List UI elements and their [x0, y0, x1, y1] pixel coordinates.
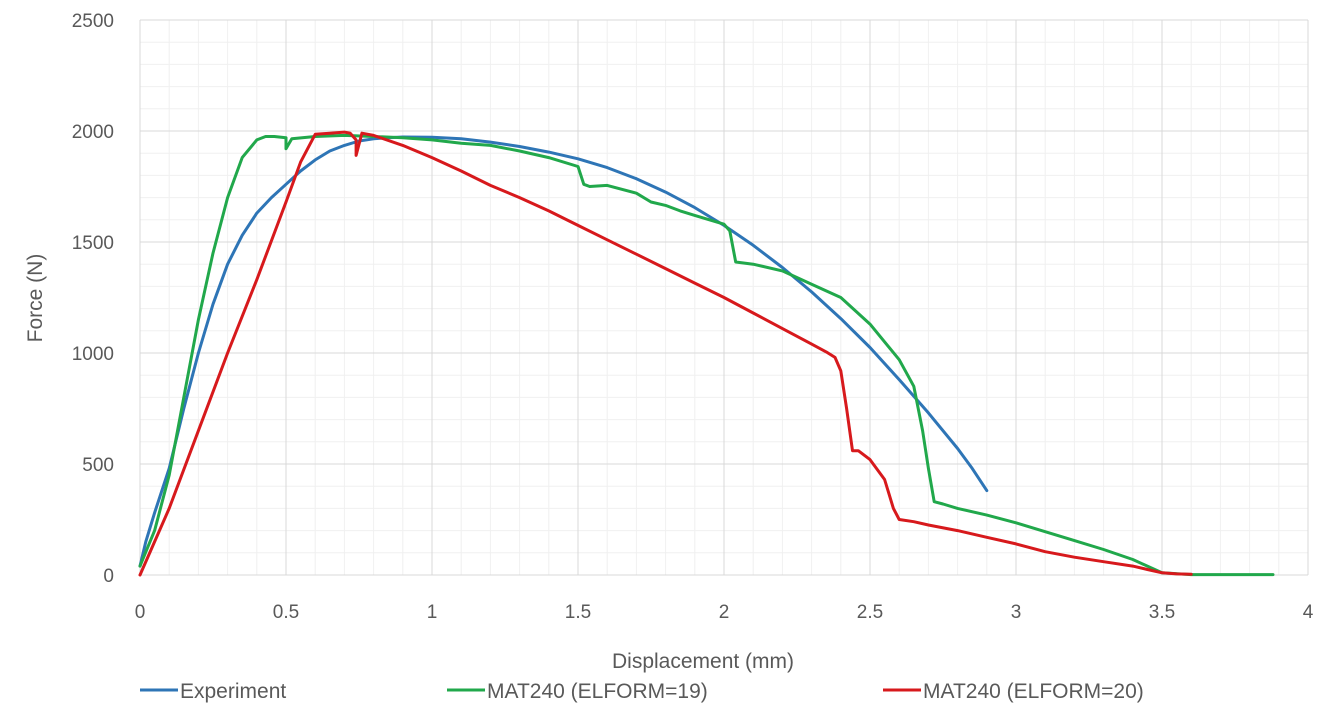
- x-axis-title: Displacement (mm): [612, 650, 794, 673]
- y-tick-label: 2000: [72, 122, 114, 143]
- series-line-elform20: [138, 130, 1193, 577]
- legend-label-experiment: Experiment: [180, 680, 286, 703]
- y-tick-label: 0: [103, 566, 114, 587]
- x-tick-label: 3.5: [1149, 602, 1175, 623]
- series-line-experiment: [138, 135, 989, 568]
- x-tick-label: 2.5: [857, 602, 883, 623]
- legend-label-elform19: MAT240 (ELFORM=19): [487, 680, 708, 703]
- y-axis-title: Force (N): [24, 254, 47, 343]
- legend: Experiment MAT240 (ELFORM=19) MAT240 (EL…: [140, 680, 1144, 703]
- y-tick-label: 1000: [72, 344, 114, 365]
- x-tick-label: 4: [1303, 602, 1314, 623]
- x-tick-label: 0: [135, 602, 146, 623]
- y-tick-label: 500: [82, 455, 114, 476]
- legend-label-elform20: MAT240 (ELFORM=20): [923, 680, 1144, 703]
- x-tick-label: 0.5: [273, 602, 299, 623]
- x-tick-label: 3: [1011, 602, 1022, 623]
- series-lines: [138, 130, 1275, 577]
- series-line-elform19: [138, 133, 1275, 577]
- x-axis-tick-labels: 0 0.5 1 1.5 2 2.5 3 3.5 4: [135, 602, 1314, 623]
- x-tick-label: 1.5: [565, 602, 591, 623]
- x-tick-label: 1: [427, 602, 438, 623]
- y-axis-tick-labels: 0 500 1000 1500 2000 2500: [72, 11, 114, 587]
- y-tick-label: 1500: [72, 233, 114, 254]
- y-tick-label: 2500: [72, 11, 114, 32]
- major-gridlines: [139, 19, 1309, 576]
- x-tick-label: 2: [719, 602, 730, 623]
